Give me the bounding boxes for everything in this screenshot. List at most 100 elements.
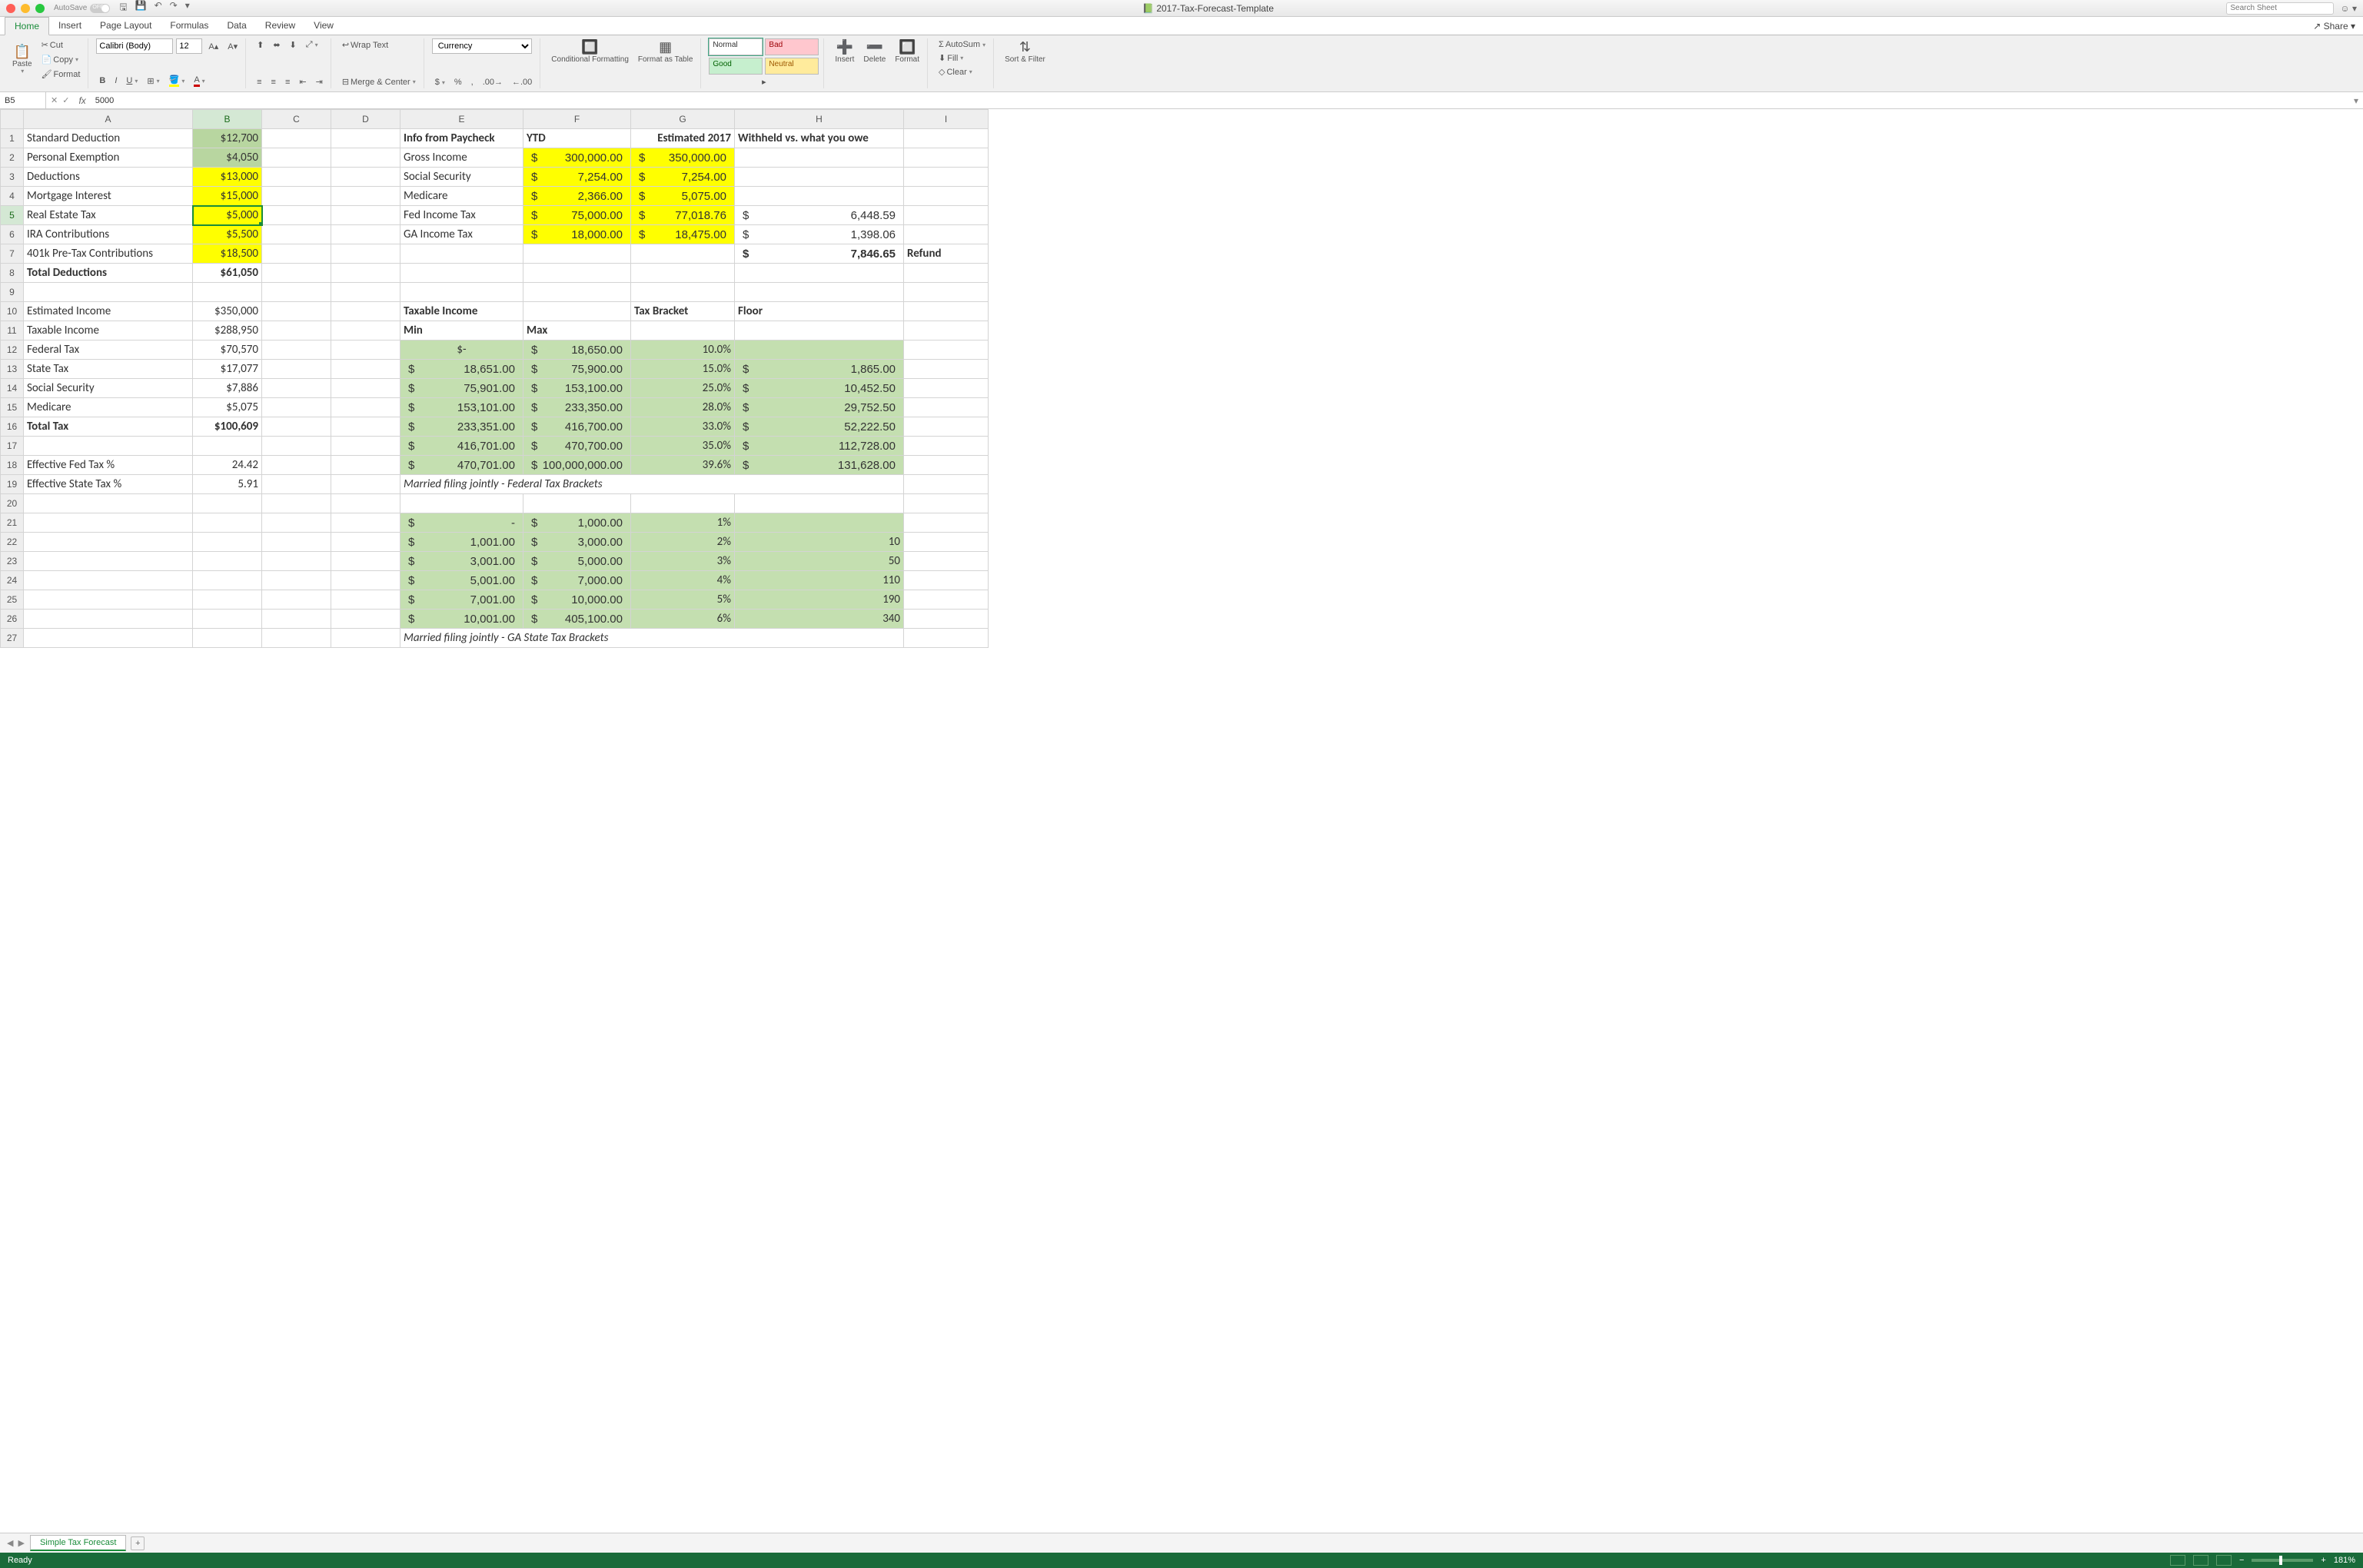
cell-I8[interactable] xyxy=(904,264,989,283)
cell-B12[interactable]: $70,570 xyxy=(193,341,262,360)
cell-C23[interactable] xyxy=(262,552,331,571)
cell-B26[interactable] xyxy=(193,610,262,629)
cell-E4[interactable]: Medicare xyxy=(400,187,523,206)
cell-D5[interactable] xyxy=(331,206,400,225)
cell-B11[interactable]: $288,950 xyxy=(193,321,262,341)
cell-I15[interactable] xyxy=(904,398,989,417)
cell-C8[interactable] xyxy=(262,264,331,283)
cell-E2[interactable]: Gross Income xyxy=(400,148,523,168)
cell-A5[interactable]: Real Estate Tax xyxy=(24,206,193,225)
col-header-E[interactable]: E xyxy=(400,110,523,129)
cell-I13[interactable] xyxy=(904,360,989,379)
cell-E13[interactable]: $18,651.00 xyxy=(400,360,523,379)
cell-D19[interactable] xyxy=(331,475,400,494)
cell-C11[interactable] xyxy=(262,321,331,341)
cell-G6[interactable]: $18,475.00 xyxy=(631,225,735,244)
cell-G8[interactable] xyxy=(631,264,735,283)
cell-I26[interactable] xyxy=(904,610,989,629)
decrease-font-button[interactable]: A▾ xyxy=(224,40,241,53)
row-header-25[interactable]: 25 xyxy=(1,590,24,610)
cell-A21[interactable] xyxy=(24,513,193,533)
cell-E7[interactable] xyxy=(400,244,523,264)
cell-C17[interactable] xyxy=(262,437,331,456)
row-header-1[interactable]: 1 xyxy=(1,129,24,148)
cell-F25[interactable]: $10,000.00 xyxy=(523,590,631,610)
cell-I17[interactable] xyxy=(904,437,989,456)
ribbon-tab-data[interactable]: Data xyxy=(218,17,255,35)
save-icon-2[interactable]: 💾 xyxy=(135,0,147,16)
feedback-icon[interactable]: ☺ ▾ xyxy=(2340,3,2357,14)
cell-I5[interactable] xyxy=(904,206,989,225)
cell-E16[interactable]: $233,351.00 xyxy=(400,417,523,437)
insert-cells-button[interactable]: ➕Insert xyxy=(832,38,857,65)
italic-button[interactable]: I xyxy=(111,75,120,87)
cell-G7[interactable] xyxy=(631,244,735,264)
copy-button[interactable]: 📄 Copy ▾ xyxy=(38,53,84,66)
cell-C14[interactable] xyxy=(262,379,331,398)
cell-H13[interactable]: $1,865.00 xyxy=(735,360,904,379)
cell-D6[interactable] xyxy=(331,225,400,244)
cell-B3[interactable]: $13,000 xyxy=(193,168,262,187)
currency-button[interactable]: $▾ xyxy=(432,76,448,88)
cell-A18[interactable]: Effective Fed Tax % xyxy=(24,456,193,475)
cell-I16[interactable] xyxy=(904,417,989,437)
cell-D13[interactable] xyxy=(331,360,400,379)
cell-I12[interactable] xyxy=(904,341,989,360)
cell-D2[interactable] xyxy=(331,148,400,168)
ribbon-tab-home[interactable]: Home xyxy=(5,17,49,35)
page-break-view-button[interactable] xyxy=(2216,1555,2232,1566)
paste-button[interactable]: 📋Paste▾ xyxy=(9,43,35,77)
ribbon-tab-review[interactable]: Review xyxy=(256,17,304,35)
decrease-decimal-button[interactable]: ←.00 xyxy=(509,76,535,88)
cell-E12[interactable]: $- xyxy=(400,341,523,360)
cell-D27[interactable] xyxy=(331,629,400,648)
col-header-G[interactable]: G xyxy=(631,110,735,129)
row-header-15[interactable]: 15 xyxy=(1,398,24,417)
undo-icon[interactable]: ↶ xyxy=(155,0,162,16)
cell-A4[interactable]: Mortgage Interest xyxy=(24,187,193,206)
share-button[interactable]: ↗ Share ▾ xyxy=(2305,18,2363,35)
row-header-21[interactable]: 21 xyxy=(1,513,24,533)
expand-formula-icon[interactable]: ▾ xyxy=(2349,95,2363,106)
cell-B13[interactable]: $17,077 xyxy=(193,360,262,379)
cell-A13[interactable]: State Tax xyxy=(24,360,193,379)
bold-button[interactable]: B xyxy=(96,75,108,87)
cell-H25[interactable]: 190 xyxy=(735,590,904,610)
cell-I25[interactable] xyxy=(904,590,989,610)
page-layout-view-button[interactable] xyxy=(2193,1555,2208,1566)
number-format-select[interactable]: Currency xyxy=(432,38,532,54)
add-sheet-button[interactable]: + xyxy=(131,1536,145,1550)
cell-A6[interactable]: IRA Contributions xyxy=(24,225,193,244)
cell-C18[interactable] xyxy=(262,456,331,475)
increase-font-button[interactable]: A▴ xyxy=(205,40,221,53)
cell-F6[interactable]: $18,000.00 xyxy=(523,225,631,244)
cell-I6[interactable] xyxy=(904,225,989,244)
cell-I4[interactable] xyxy=(904,187,989,206)
style-good[interactable]: Good xyxy=(709,58,763,75)
cell-G3[interactable]: $7,254.00 xyxy=(631,168,735,187)
row-header-23[interactable]: 23 xyxy=(1,552,24,571)
cell-C2[interactable] xyxy=(262,148,331,168)
cell-H12[interactable] xyxy=(735,341,904,360)
increase-decimal-button[interactable]: .00→ xyxy=(480,76,506,88)
cell-A23[interactable] xyxy=(24,552,193,571)
cell-D14[interactable] xyxy=(331,379,400,398)
cell-B9[interactable] xyxy=(193,283,262,302)
cell-A9[interactable] xyxy=(24,283,193,302)
cell-F7[interactable] xyxy=(523,244,631,264)
cell-D22[interactable] xyxy=(331,533,400,552)
comma-button[interactable]: , xyxy=(468,76,477,88)
cell-D20[interactable] xyxy=(331,494,400,513)
row-header-8[interactable]: 8 xyxy=(1,264,24,283)
cell-D8[interactable] xyxy=(331,264,400,283)
cell-B27[interactable] xyxy=(193,629,262,648)
col-header-D[interactable]: D xyxy=(331,110,400,129)
cell-E9[interactable] xyxy=(400,283,523,302)
cell-G1[interactable]: Estimated 2017 xyxy=(631,129,735,148)
cell-G21[interactable]: 1% xyxy=(631,513,735,533)
cell-I20[interactable] xyxy=(904,494,989,513)
format-painter-button[interactable]: 🖌 Format xyxy=(38,68,84,81)
cell-D1[interactable] xyxy=(331,129,400,148)
cell-A2[interactable]: Personal Exemption xyxy=(24,148,193,168)
cell-I19[interactable] xyxy=(904,475,989,494)
